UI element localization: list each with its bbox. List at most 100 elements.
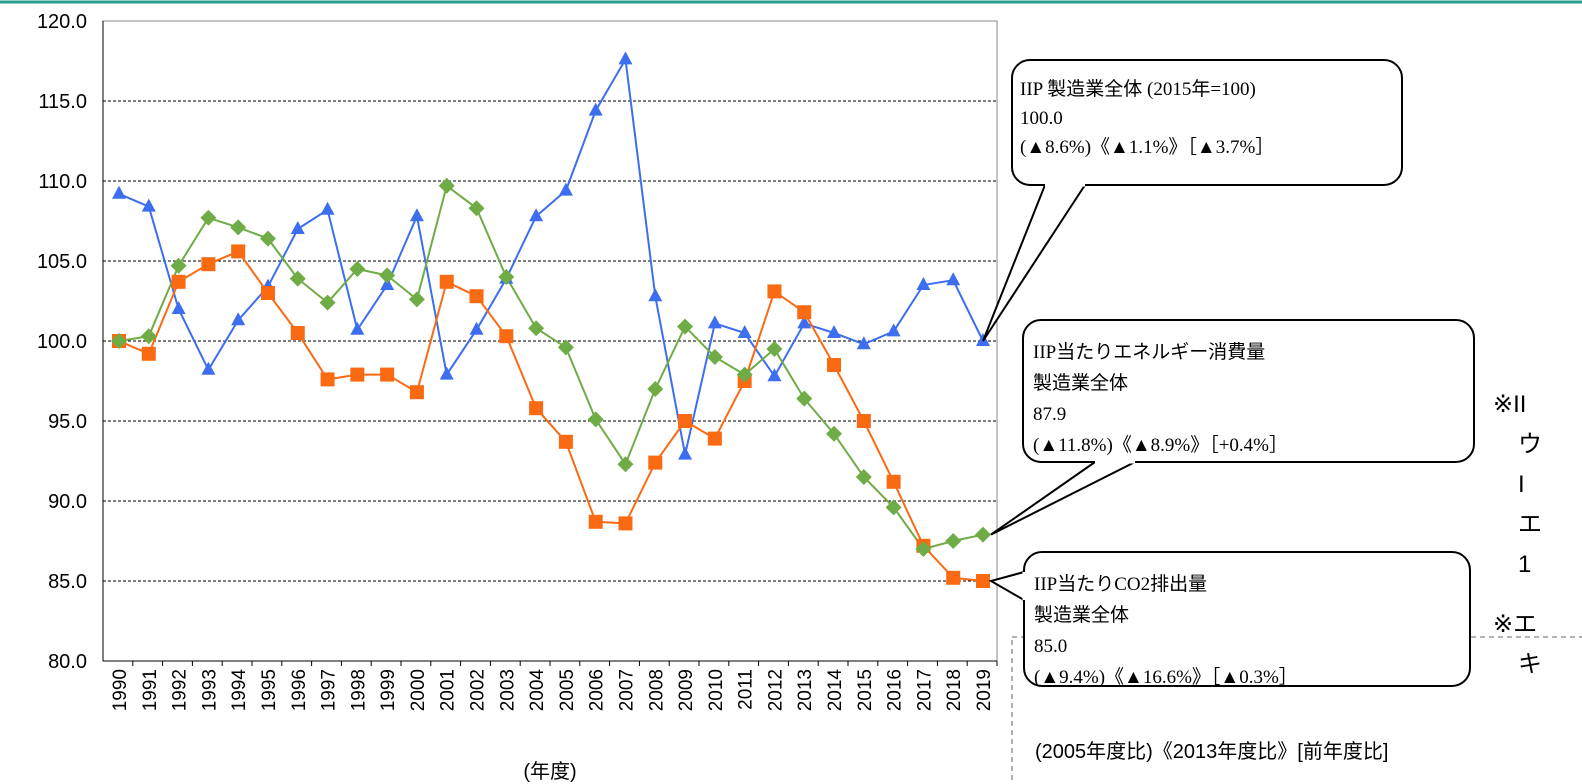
point bbox=[827, 358, 842, 372]
point bbox=[439, 366, 454, 380]
point bbox=[350, 367, 365, 382]
side-note: キ bbox=[1518, 651, 1542, 678]
point bbox=[766, 341, 783, 357]
x-tick-label: 2013 bbox=[795, 669, 816, 711]
point bbox=[201, 257, 216, 272]
series-line bbox=[118, 184, 984, 551]
point bbox=[767, 284, 782, 299]
x-tick-label: 2016 bbox=[885, 669, 906, 711]
callout-tail bbox=[990, 461, 1136, 536]
point bbox=[588, 102, 603, 116]
y-tick-label: 85.0 bbox=[48, 571, 87, 593]
series-line bbox=[118, 56, 984, 455]
x-tick-label: 2019 bbox=[974, 669, 995, 711]
point bbox=[439, 274, 454, 289]
point bbox=[231, 244, 246, 259]
point bbox=[528, 320, 545, 337]
point bbox=[706, 349, 723, 365]
point bbox=[617, 456, 634, 473]
x-tick-label: 2002 bbox=[468, 669, 489, 711]
point bbox=[618, 51, 633, 65]
side-note: I bbox=[1518, 471, 1525, 498]
y-tick-label: 105.0 bbox=[37, 251, 87, 273]
x-tick-label: 2008 bbox=[646, 669, 667, 711]
point bbox=[856, 414, 871, 428]
callout-text: (▲11.8%)《▲8.9%》［+0.4%］ bbox=[1033, 434, 1288, 456]
point bbox=[707, 315, 722, 329]
point bbox=[499, 329, 514, 344]
x-axis-label: (年度) bbox=[523, 760, 576, 783]
x-tick-label: 2005 bbox=[557, 669, 578, 711]
x-tick-label: 1993 bbox=[199, 669, 220, 711]
x-tick-label: 2012 bbox=[765, 669, 786, 711]
point bbox=[469, 321, 484, 335]
x-tick-label: 2004 bbox=[527, 669, 548, 712]
point bbox=[498, 269, 515, 285]
point bbox=[975, 526, 991, 543]
point bbox=[886, 474, 901, 489]
callout-text: 製造業全体 bbox=[1033, 372, 1128, 394]
point bbox=[171, 301, 186, 314]
point bbox=[290, 326, 305, 340]
point bbox=[349, 261, 366, 277]
point bbox=[319, 294, 336, 311]
point bbox=[946, 272, 961, 286]
callout-tail bbox=[988, 571, 1025, 601]
callout-text: 100.0 bbox=[1020, 108, 1063, 129]
point bbox=[409, 208, 424, 222]
callout-text: 87.9 bbox=[1033, 404, 1066, 425]
point bbox=[557, 339, 574, 356]
point bbox=[736, 366, 753, 383]
point bbox=[618, 516, 633, 531]
point bbox=[797, 315, 812, 329]
x-tick-label: 2014 bbox=[825, 669, 846, 712]
point bbox=[469, 289, 484, 304]
point bbox=[170, 257, 187, 274]
point bbox=[678, 414, 693, 428]
y-tick-label: 90.0 bbox=[48, 491, 87, 513]
point bbox=[141, 198, 156, 212]
point bbox=[976, 574, 990, 588]
point bbox=[558, 182, 573, 196]
side-note: ※エ bbox=[1493, 611, 1537, 638]
x-tick-label: 1996 bbox=[289, 669, 310, 711]
x-tick-label: 1992 bbox=[170, 669, 191, 711]
point bbox=[855, 469, 872, 485]
x-tick-label: 1998 bbox=[348, 669, 369, 711]
point bbox=[350, 321, 365, 335]
x-tick-label: 2017 bbox=[914, 669, 935, 711]
x-tick-label: 2009 bbox=[676, 669, 697, 711]
point bbox=[885, 499, 902, 516]
callout-text: IIP当たりエネルギー消費量 bbox=[1033, 341, 1265, 363]
point bbox=[827, 325, 842, 338]
side-note: ウ bbox=[1518, 431, 1542, 458]
callout-box bbox=[1023, 551, 1471, 687]
point bbox=[797, 305, 812, 320]
point bbox=[320, 372, 335, 387]
point bbox=[796, 390, 813, 407]
point bbox=[140, 328, 157, 345]
x-tick-label: 2015 bbox=[855, 669, 876, 711]
callout-text: IIP当たりCO2排出量 bbox=[1034, 573, 1207, 595]
series-line bbox=[118, 250, 984, 582]
point bbox=[230, 219, 247, 236]
callout-box bbox=[1011, 59, 1403, 186]
point bbox=[200, 209, 217, 226]
point bbox=[588, 514, 603, 529]
point bbox=[946, 570, 961, 585]
y-tick-label: 110.0 bbox=[38, 171, 87, 193]
callout-box bbox=[1022, 319, 1475, 463]
x-tick-label: 2003 bbox=[497, 669, 518, 711]
callout-text: 85.0 bbox=[1034, 636, 1067, 657]
point bbox=[231, 312, 246, 326]
x-tick-label: 2010 bbox=[706, 669, 727, 711]
point bbox=[648, 455, 663, 470]
point bbox=[380, 277, 395, 290]
x-tick-label: 2018 bbox=[944, 669, 965, 711]
x-tick-label: 1990 bbox=[110, 669, 131, 711]
point bbox=[141, 346, 156, 361]
point bbox=[826, 425, 843, 442]
x-tick-label: 1995 bbox=[259, 669, 280, 711]
point bbox=[915, 541, 932, 557]
y-tick-label: 80.0 bbox=[48, 651, 87, 673]
